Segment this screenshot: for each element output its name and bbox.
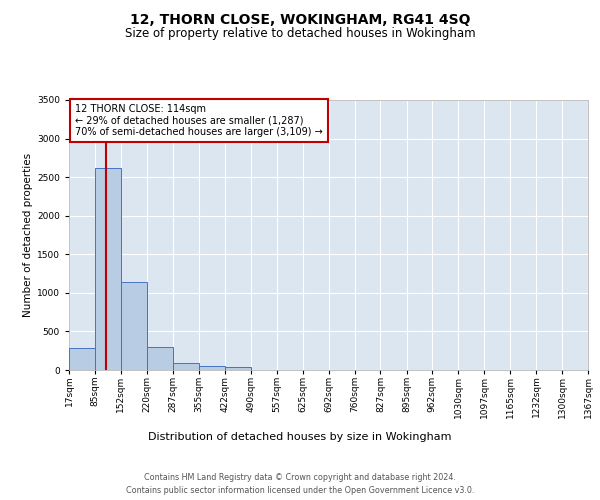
- Bar: [121, 282, 147, 370]
- Text: 12 THORN CLOSE: 114sqm
← 29% of detached houses are smaller (1,287)
70% of semi-: 12 THORN CLOSE: 114sqm ← 29% of detached…: [75, 104, 323, 137]
- Text: 12, THORN CLOSE, WOKINGHAM, RG41 4SQ: 12, THORN CLOSE, WOKINGHAM, RG41 4SQ: [130, 12, 470, 26]
- Bar: [147, 347, 173, 370]
- Text: Size of property relative to detached houses in Wokingham: Size of property relative to detached ho…: [125, 28, 475, 40]
- Text: Distribution of detached houses by size in Wokingham: Distribution of detached houses by size …: [148, 432, 452, 442]
- Bar: [95, 168, 121, 370]
- Y-axis label: Number of detached properties: Number of detached properties: [23, 153, 33, 317]
- Bar: [69, 348, 95, 370]
- Bar: [199, 366, 224, 370]
- Text: Contains HM Land Registry data © Crown copyright and database right 2024.: Contains HM Land Registry data © Crown c…: [144, 472, 456, 482]
- Bar: [173, 362, 199, 370]
- Bar: [224, 368, 251, 370]
- Text: Contains public sector information licensed under the Open Government Licence v3: Contains public sector information licen…: [126, 486, 474, 495]
